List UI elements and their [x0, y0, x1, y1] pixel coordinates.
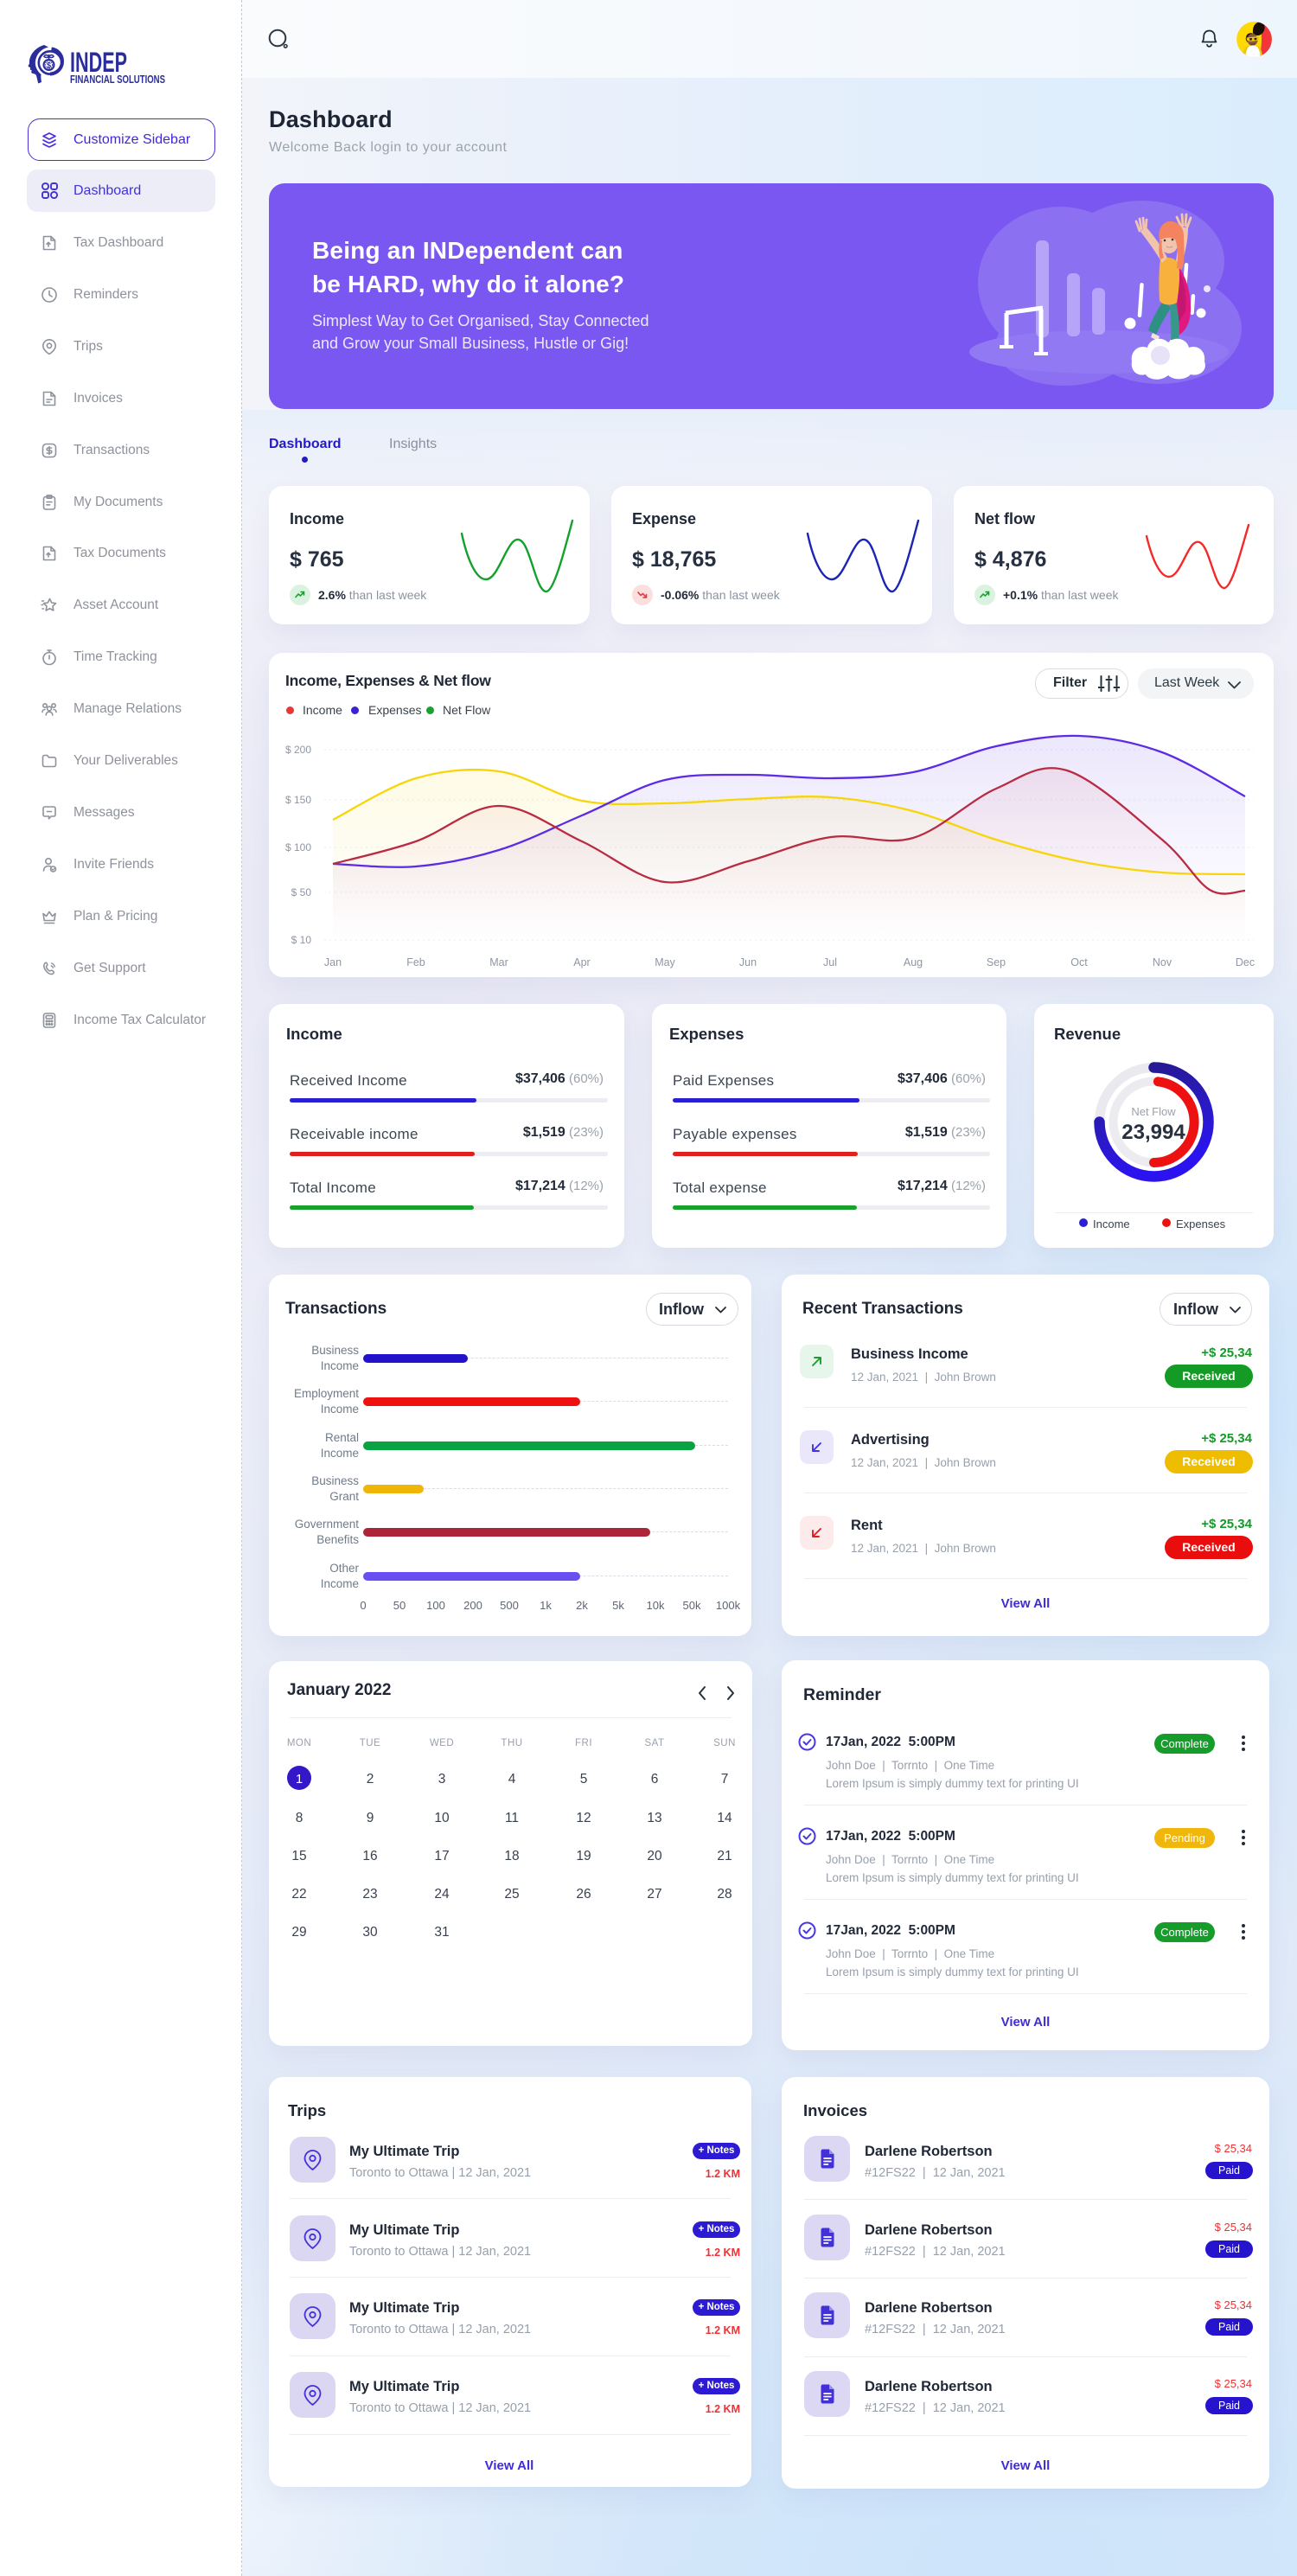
svg-text:FINANCIAL SOLUTIONS: FINANCIAL SOLUTIONS: [70, 74, 165, 86]
svg-text:INDEP: INDEP: [70, 47, 127, 78]
svg-text:$: $: [47, 61, 51, 70]
